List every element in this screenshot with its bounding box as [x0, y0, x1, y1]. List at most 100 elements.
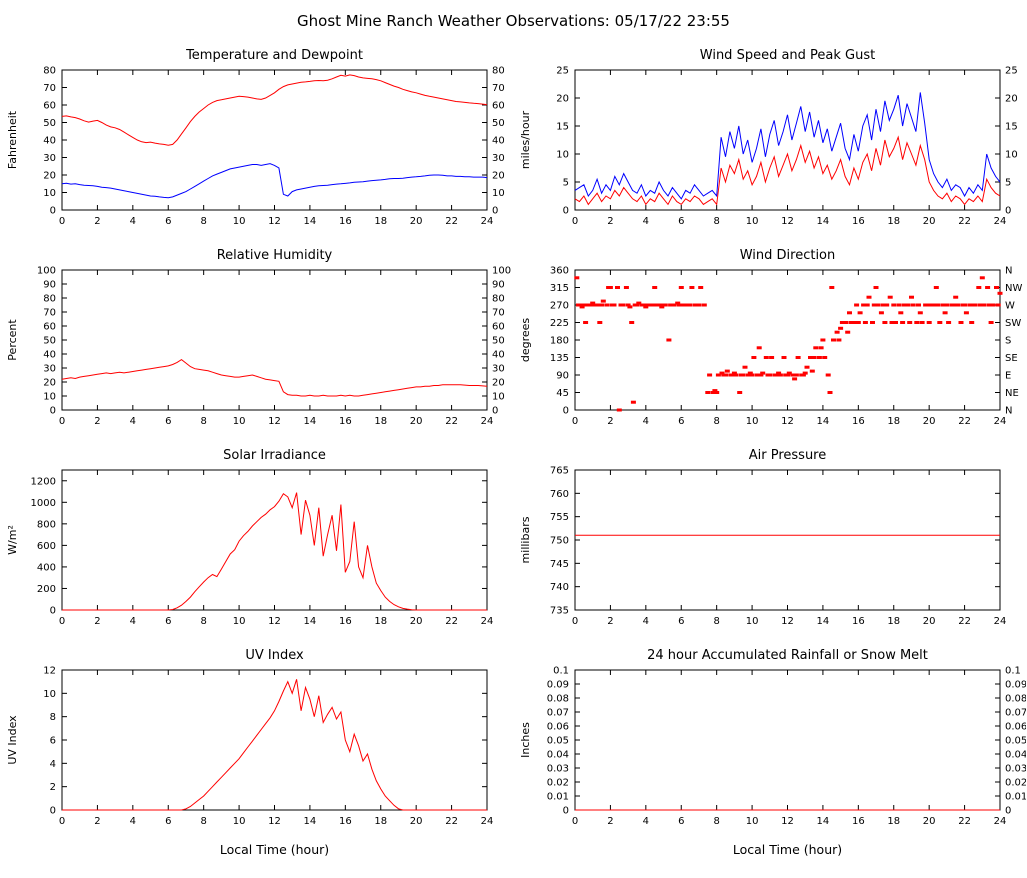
svg-text:0.07: 0.07	[547, 708, 569, 719]
svg-text:NE: NE	[1005, 388, 1019, 399]
svg-text:20: 20	[923, 616, 936, 627]
svg-text:100: 100	[492, 266, 511, 277]
svg-text:22: 22	[958, 616, 971, 627]
svg-text:0.1: 0.1	[553, 666, 569, 677]
svg-text:1000: 1000	[31, 498, 56, 509]
svg-text:0: 0	[563, 806, 569, 817]
svg-text:Wind Speed and Peak Gust: Wind Speed and Peak Gust	[700, 48, 875, 63]
svg-text:12: 12	[781, 216, 794, 227]
svg-text:8: 8	[713, 616, 719, 627]
svg-text:4: 4	[643, 416, 649, 427]
svg-text:18: 18	[374, 416, 387, 427]
svg-text:70: 70	[492, 308, 505, 319]
svg-text:18: 18	[374, 816, 387, 827]
svg-text:20: 20	[1005, 94, 1018, 105]
svg-text:UV Index: UV Index	[245, 648, 304, 663]
svg-text:24: 24	[994, 616, 1007, 627]
svg-text:Local Time (hour): Local Time (hour)	[733, 842, 842, 857]
svg-text:12: 12	[781, 816, 794, 827]
svg-text:135: 135	[550, 353, 569, 364]
svg-text:2: 2	[94, 816, 100, 827]
svg-text:40: 40	[43, 136, 56, 147]
svg-text:4: 4	[130, 216, 136, 227]
svg-text:45: 45	[556, 388, 569, 399]
page-title: Ghost Mine Ranch Weather Observations: 0…	[297, 12, 730, 30]
svg-text:NW: NW	[1005, 283, 1022, 294]
chart-air-pressure: 0 2 4 6 8 10 12 14 16 18 20 22 24 735 740 745 750 755 760 7…	[513, 440, 1026, 640]
svg-text:20: 20	[923, 416, 936, 427]
svg-text:0: 0	[50, 406, 56, 417]
svg-text:60: 60	[43, 322, 56, 333]
charts-grid: 0 2 4 6 8 10 12 14 16 18 20 22 24 0 0 10 10 20 20 30 30 40 40 5…	[0, 40, 1027, 875]
svg-text:0.04: 0.04	[547, 750, 569, 761]
svg-text:60: 60	[43, 101, 56, 112]
svg-text:0: 0	[50, 206, 56, 217]
svg-text:0.08: 0.08	[1005, 694, 1026, 705]
svg-text:4: 4	[643, 216, 649, 227]
svg-text:0.08: 0.08	[547, 694, 569, 705]
svg-text:20: 20	[410, 616, 423, 627]
svg-text:14: 14	[304, 816, 317, 827]
svg-text:24: 24	[994, 416, 1007, 427]
svg-text:Temperature and Dewpoint: Temperature and Dewpoint	[185, 48, 363, 63]
svg-text:8: 8	[200, 416, 206, 427]
svg-text:2: 2	[94, 216, 100, 227]
svg-text:18: 18	[374, 216, 387, 227]
svg-text:0: 0	[492, 206, 498, 217]
svg-text:0: 0	[572, 416, 578, 427]
svg-text:24: 24	[481, 616, 494, 627]
svg-text:80: 80	[43, 294, 56, 305]
svg-text:2: 2	[94, 416, 100, 427]
svg-text:0.03: 0.03	[1005, 764, 1026, 775]
svg-text:N: N	[1005, 406, 1012, 417]
svg-text:6: 6	[678, 816, 684, 827]
svg-text:0: 0	[572, 816, 578, 827]
svg-text:50: 50	[43, 118, 56, 129]
svg-text:755: 755	[550, 512, 569, 523]
svg-text:20: 20	[492, 171, 505, 182]
svg-text:30: 30	[492, 153, 505, 164]
svg-text:2: 2	[607, 616, 613, 627]
svg-text:12: 12	[268, 416, 281, 427]
svg-text:6: 6	[165, 616, 171, 627]
svg-text:0.05: 0.05	[1005, 736, 1026, 747]
svg-text:760: 760	[550, 489, 569, 500]
svg-text:745: 745	[550, 559, 569, 570]
svg-text:14: 14	[304, 416, 317, 427]
svg-text:22: 22	[958, 416, 971, 427]
svg-text:0: 0	[1005, 806, 1011, 817]
svg-text:10: 10	[492, 392, 505, 403]
chart-rainfall: 0 2 4 6 8 10 12 14 16 18 20 22 24 0 0 0.01 0.01 0.02 0.02 0…	[513, 640, 1027, 875]
svg-text:14: 14	[817, 616, 830, 627]
svg-text:8: 8	[200, 616, 206, 627]
svg-text:0.02: 0.02	[1005, 778, 1026, 789]
svg-text:90: 90	[492, 280, 505, 291]
svg-text:5: 5	[1005, 178, 1011, 189]
svg-text:70: 70	[43, 83, 56, 94]
rainfall-svg: 0 2 4 6 8 10 12 14 16 18 20 22 240 00.01 0.010.02 0.020…	[519, 648, 1027, 857]
svg-text:Fahrenheit: Fahrenheit	[6, 110, 19, 169]
svg-text:6: 6	[678, 416, 684, 427]
svg-text:18: 18	[887, 616, 900, 627]
svg-text:5: 5	[563, 178, 569, 189]
chart-uv-index: 0 2 4 6 8 10 12 14 16 18 20 22 24 0 2 4 6 8 10 12 UV Index UV…	[0, 640, 513, 875]
svg-text:0.01: 0.01	[1005, 792, 1026, 803]
svg-text:735: 735	[550, 606, 569, 617]
svg-text:2: 2	[607, 816, 613, 827]
svg-text:18: 18	[887, 416, 900, 427]
svg-text:0: 0	[1005, 206, 1011, 217]
svg-text:20: 20	[923, 816, 936, 827]
svg-text:750: 750	[550, 536, 569, 547]
svg-text:360: 360	[550, 266, 569, 277]
svg-text:0: 0	[59, 416, 65, 427]
svg-text:N: N	[1005, 266, 1012, 277]
svg-text:80: 80	[492, 294, 505, 305]
chart-temperature-dewpoint: 0 2 4 6 8 10 12 14 16 18 20 22 24 0 0 10 10 20 20 30 30 40 40 5…	[0, 40, 513, 240]
svg-text:14: 14	[817, 216, 830, 227]
svg-text:4: 4	[130, 616, 136, 627]
svg-text:0: 0	[563, 406, 569, 417]
svg-text:UV Index: UV Index	[6, 715, 19, 765]
svg-text:24: 24	[994, 216, 1007, 227]
